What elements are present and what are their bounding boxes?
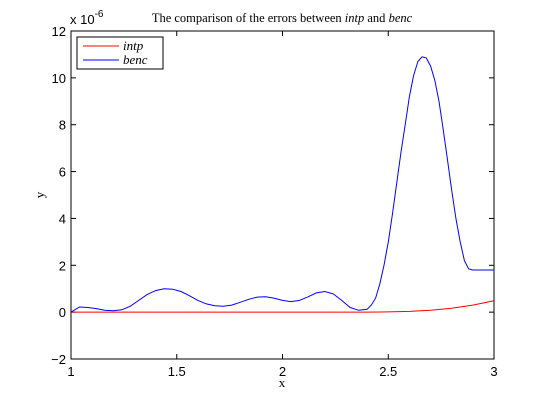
series-line-intp — [71, 300, 495, 313]
chart-title: The comparison of the errors between int… — [152, 11, 413, 25]
x-tick-label: 3 — [490, 364, 497, 379]
y-axis-label: y — [32, 191, 47, 198]
y-tick-label: 4 — [59, 211, 66, 226]
x-tick-label: 2.5 — [379, 364, 397, 379]
y-tick-label: 0 — [59, 305, 66, 320]
x-tick-label: 1 — [67, 364, 74, 379]
y-tick-label: 6 — [59, 165, 66, 180]
title-part-2: intp — [345, 11, 364, 25]
y-exponent-label: x 10-6 — [70, 9, 104, 27]
y-tick-label: 10 — [52, 71, 66, 86]
legend-label-intp: intp — [123, 38, 144, 53]
axis-ticks: 1 1.5 2 2.5 3 −2 0 2 4 6 8 10 12 — [51, 24, 497, 379]
series-line-benc — [70, 56, 494, 313]
legend: intp benc — [76, 36, 164, 70]
legend-box — [76, 36, 164, 70]
y-tick-label: −2 — [51, 352, 66, 367]
x-tick-label: 2 — [279, 364, 286, 379]
y-tick-label: 12 — [52, 24, 66, 39]
y-tick-label: 2 — [59, 258, 66, 273]
x-tick-label: 1.5 — [168, 364, 186, 379]
series-lines — [70, 56, 495, 313]
plot-area — [70, 30, 495, 360]
title-part-4: benc — [389, 11, 413, 25]
y-exponent-base: x 10 — [70, 12, 95, 27]
x-axis-label: x — [279, 375, 286, 390]
title-part-1: The comparison of the errors between — [152, 11, 345, 25]
y-tick-label: 8 — [59, 118, 66, 133]
y-exponent-power: -6 — [95, 9, 104, 20]
title-part-3: and — [364, 11, 388, 25]
legend-label-benc: benc — [123, 52, 148, 67]
